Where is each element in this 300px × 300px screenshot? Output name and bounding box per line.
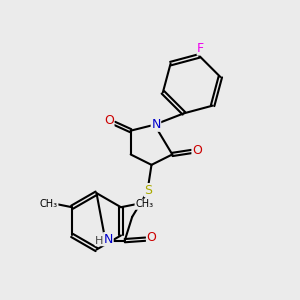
Text: O: O bbox=[146, 231, 156, 244]
Text: CH₃: CH₃ bbox=[135, 199, 153, 209]
Text: CH₃: CH₃ bbox=[40, 199, 58, 209]
Text: O: O bbox=[104, 114, 114, 127]
Text: N: N bbox=[104, 233, 113, 246]
Text: H: H bbox=[95, 236, 104, 246]
Text: O: O bbox=[192, 143, 202, 157]
Text: S: S bbox=[145, 184, 152, 196]
Text: N: N bbox=[151, 118, 160, 131]
Text: F: F bbox=[197, 42, 204, 55]
